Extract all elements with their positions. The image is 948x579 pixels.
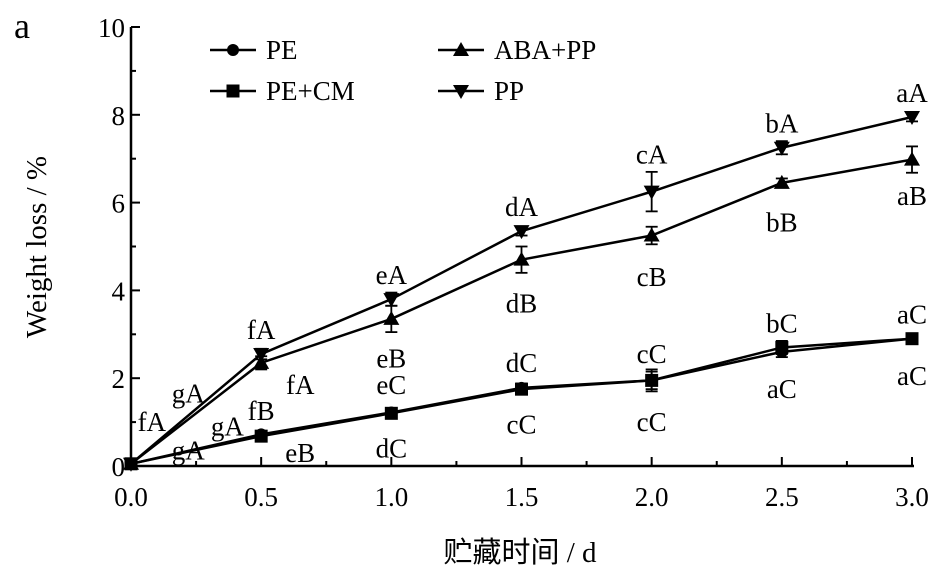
significance-label: cA <box>636 139 668 169</box>
significance-label: cC <box>637 339 667 369</box>
significance-label: fA <box>138 407 167 437</box>
data-point <box>904 110 920 125</box>
series-layer <box>123 110 920 472</box>
data-point <box>905 332 919 346</box>
legend-label: PE+CM <box>266 76 355 106</box>
significance-label: bB <box>766 207 798 237</box>
data-point <box>773 141 790 156</box>
legend: PE PE+CM ABA+PP PP <box>210 35 596 106</box>
data-point <box>123 457 139 472</box>
y-axis-title: Weight loss / % <box>21 156 53 338</box>
significance-label: bA <box>765 109 799 139</box>
significance-label: fA <box>247 315 276 345</box>
data-point <box>254 429 268 443</box>
x-tick-label: 0.5 <box>244 482 278 512</box>
x-tick-label: 1.5 <box>505 482 539 512</box>
significance-label: dC <box>376 433 408 463</box>
data-point <box>775 340 789 354</box>
significance-label: eB <box>285 438 315 468</box>
data-point <box>904 151 920 166</box>
significance-label: bC <box>766 308 798 338</box>
x-tick-label: 3.0 <box>895 482 929 512</box>
significance-label: aA <box>896 78 928 108</box>
series-pe-cm <box>124 332 919 471</box>
y-tick-label: 8 <box>112 101 126 131</box>
y-tick-label: 10 <box>98 13 125 43</box>
data-point <box>513 251 530 266</box>
legend-label: PP <box>494 76 524 106</box>
x-tick-label: 0.0 <box>114 482 148 512</box>
data-point <box>383 293 400 308</box>
panel-label: a <box>14 6 30 46</box>
data-point <box>643 227 660 242</box>
legend-item: PE+CM <box>210 76 355 106</box>
significance-label: cB <box>637 262 667 292</box>
data-point <box>383 310 400 325</box>
significance-label: eC <box>376 370 406 400</box>
significance-label: eA <box>376 260 408 290</box>
axes <box>129 26 914 468</box>
legend-marker <box>227 44 239 56</box>
data-point <box>384 406 398 420</box>
data-point <box>513 225 530 240</box>
data-point <box>253 348 270 363</box>
legend-label: ABA+PP <box>494 35 596 65</box>
legend-item: PP <box>438 76 524 106</box>
legend-marker <box>453 42 469 56</box>
significance-label: eB <box>376 343 406 373</box>
y-tick-label: 6 <box>112 189 126 219</box>
x-axis-title: 贮藏时间 / d <box>443 536 597 569</box>
x-tick-label: 1.0 <box>374 482 408 512</box>
y-tick-label: 0 <box>112 452 126 482</box>
y-tick-label: 2 <box>112 364 126 394</box>
significance-label: gA <box>172 379 206 409</box>
significance-label: dC <box>506 348 538 378</box>
data-point <box>645 373 659 387</box>
x-tick-label: 2.0 <box>635 482 669 512</box>
series-pp <box>123 110 920 472</box>
significance-label: aC <box>897 300 927 330</box>
y-tick-label: 4 <box>112 276 126 306</box>
legend-item: PE <box>210 35 298 65</box>
significance-label: fA <box>286 370 315 400</box>
data-point <box>515 382 528 396</box>
legend-marker <box>226 84 240 98</box>
significance-label: gA <box>172 436 206 466</box>
legend-marker <box>453 85 469 99</box>
x-tick-label: 2.5 <box>765 482 799 512</box>
significance-label: dB <box>506 289 538 319</box>
x-tick-labels: 0.0 0.5 1.0 1.5 2.0 2.5 3.0 <box>114 482 929 512</box>
significance-label: gA <box>211 411 245 441</box>
data-point <box>773 174 790 189</box>
significance-label: aB <box>897 181 927 211</box>
significance-label: fB <box>248 396 275 426</box>
y-tick-labels: 0 2 4 6 8 10 <box>98 13 126 482</box>
legend-label: PE <box>266 35 298 65</box>
data-point <box>643 185 660 200</box>
significance-label: cC <box>507 409 537 439</box>
significance-label: dA <box>505 192 539 222</box>
significance-label: aC <box>767 374 797 404</box>
significance-label: aC <box>897 361 927 391</box>
legend-item: ABA+PP <box>438 35 596 65</box>
significance-label: cC <box>637 407 667 437</box>
